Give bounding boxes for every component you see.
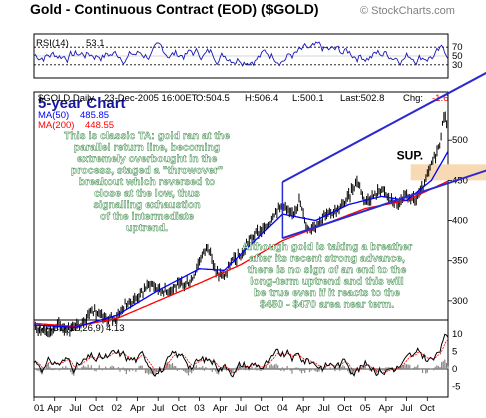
copyright-text: © StockCharts.com — [360, 5, 455, 17]
x-tick-label: Apr — [130, 403, 145, 414]
support-label: SUP. — [397, 148, 423, 162]
ma50-line — [33, 151, 449, 329]
annotation-line-1: This is classic TA: gold ran at the — [64, 130, 230, 142]
annotation-line-2: $450 - $470 area near term. — [260, 299, 394, 311]
annotation-line-1: close at the low, thus — [94, 188, 200, 200]
annotation-line-1: extremely overbought in the — [77, 153, 218, 165]
x-tick-label: Apr — [296, 403, 311, 414]
x-tick-label: 01 — [34, 403, 45, 414]
macd-last-value: 4.13 — [106, 323, 125, 334]
subtitle-5-year: 5-year Chart — [38, 95, 126, 112]
price-panel-frame — [33, 91, 449, 338]
annotation-line-1: of the intermediate — [100, 211, 194, 223]
x-tick-label: Jul — [318, 403, 330, 414]
info-symbol: $GOLD Daily — [38, 93, 94, 104]
rsi-tick-label-50: 50 — [452, 51, 463, 62]
price-tick-label-450: 450 — [452, 175, 468, 186]
info-low: L:500.1 — [292, 93, 324, 104]
price-panel: 5-year Chart $GOLD Daily 23-Dec-2005 16:… — [33, 91, 449, 338]
x-tick-label: 05 — [360, 403, 371, 414]
macd-tick-label-5: 5 — [452, 347, 457, 358]
ma50-value: 485.85 — [80, 110, 109, 121]
annotation-line-1: signalling exhaustion — [93, 199, 200, 211]
macd-panel-frame — [33, 319, 449, 398]
info-last: Last:502.8 — [340, 93, 384, 104]
x-tick-label: Oct — [254, 403, 269, 414]
x-tick-label: Oct — [337, 403, 352, 414]
chart-title: Gold - Continuous Contract (EOD) ($GOLD) — [30, 1, 319, 17]
info-date: 23-Dec-2005 16:00ET — [104, 93, 198, 104]
channel-lower-line — [282, 169, 486, 240]
x-tick-label: 03 — [194, 403, 205, 414]
annotation-line-2: Although gold is taking a breather — [242, 241, 412, 253]
x-tick-label: 02 — [112, 403, 123, 414]
info-open: O:504.5 — [196, 93, 230, 104]
x-tick-label: Apr — [379, 403, 394, 414]
annotation-line-2: there is no sign of an end to the — [248, 264, 407, 276]
annotation-line-2: after its recent strong advance, — [249, 253, 405, 265]
rsi-tick-label-30: 30 — [452, 60, 463, 71]
price-tick-label-400: 400 — [452, 216, 468, 227]
macd-panel: MACD(12,26,9) 4.13 — [33, 319, 449, 398]
x-tick-label: Jul — [69, 403, 81, 414]
x-tick-label: Jul — [401, 403, 413, 414]
ma50-name: MA(50) — [38, 110, 69, 121]
price-tick-label-300: 300 — [452, 296, 468, 307]
x-tick-label: Oct — [420, 403, 435, 414]
channel-upper-line — [281, 71, 486, 183]
x-tick-label: Oct — [89, 403, 104, 414]
ma200-name: MA(200) — [38, 120, 74, 131]
info-high: H:506.4 — [245, 93, 278, 104]
annotation-line-2: be true even if it reacts to the — [254, 287, 400, 299]
x-tick-label: Jul — [235, 403, 247, 414]
ma200-value: 448.55 — [85, 120, 114, 131]
rsi-last-value: 53.1 — [86, 38, 105, 49]
x-tick-label: Apr — [47, 403, 62, 414]
macd-line — [33, 333, 449, 378]
rsi-line — [33, 41, 449, 67]
macd-tick-label--5: -5 — [452, 382, 460, 393]
annotation-line-1: parallel return line, becoming — [74, 142, 220, 154]
x-tick-label: Jul — [152, 403, 164, 414]
support-zone — [410, 164, 486, 181]
annotation-line-1: breakout which reversed to — [79, 176, 216, 188]
rsi-label: RSI(14) — [36, 38, 69, 49]
annotation-line-2: long-term uptrend and this will — [250, 276, 403, 288]
macd-tick-label-0: 0 — [452, 364, 457, 375]
annotation-line-1: uptrend. — [126, 222, 168, 234]
price-tick-label-350: 350 — [452, 256, 468, 267]
macd-tick-label-10: 10 — [452, 329, 463, 340]
info-change-label: Chg: — [403, 93, 423, 104]
annotation-line-1: process, staged a "throwover" — [71, 165, 223, 177]
x-tick-label: Apr — [213, 403, 228, 414]
x-tick-label: 04 — [277, 403, 288, 414]
x-tick-label: Oct — [172, 403, 187, 414]
price-tick-label-500: 500 — [452, 135, 468, 146]
rsi-tick-label-70: 70 — [452, 42, 463, 53]
